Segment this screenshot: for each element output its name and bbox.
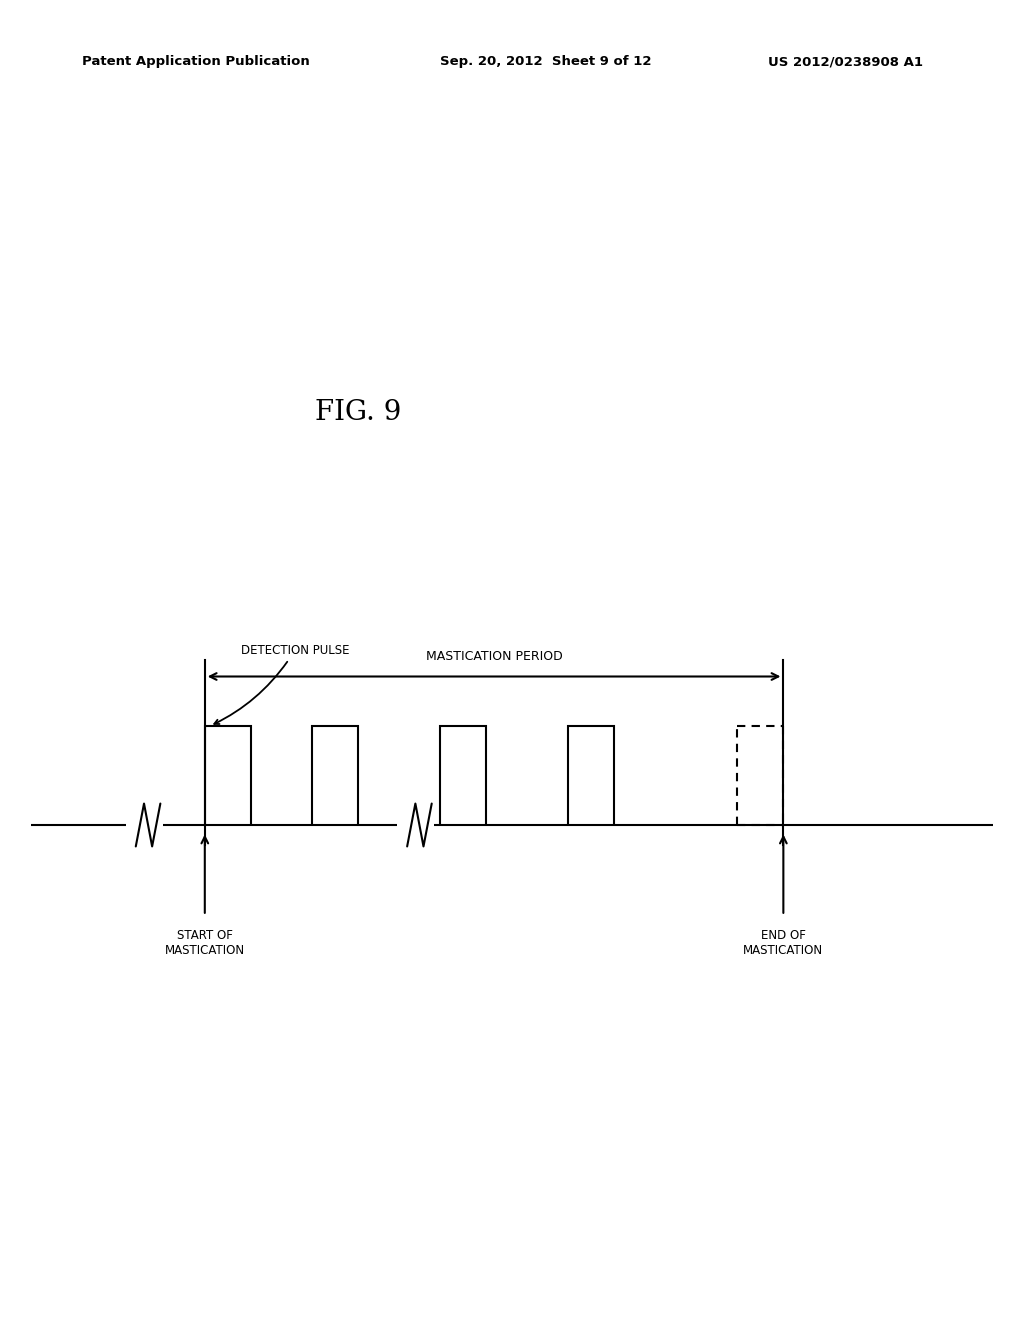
Text: Sep. 20, 2012  Sheet 9 of 12: Sep. 20, 2012 Sheet 9 of 12 xyxy=(440,55,652,69)
Text: Patent Application Publication: Patent Application Publication xyxy=(82,55,309,69)
Text: MASTICATION PERIOD: MASTICATION PERIOD xyxy=(426,651,562,663)
Text: US 2012/0238908 A1: US 2012/0238908 A1 xyxy=(768,55,923,69)
Text: FIG. 9: FIG. 9 xyxy=(315,399,401,426)
Text: END OF
MASTICATION: END OF MASTICATION xyxy=(743,929,823,957)
Text: DETECTION PULSE: DETECTION PULSE xyxy=(214,644,349,723)
Text: START OF
MASTICATION: START OF MASTICATION xyxy=(165,929,245,957)
